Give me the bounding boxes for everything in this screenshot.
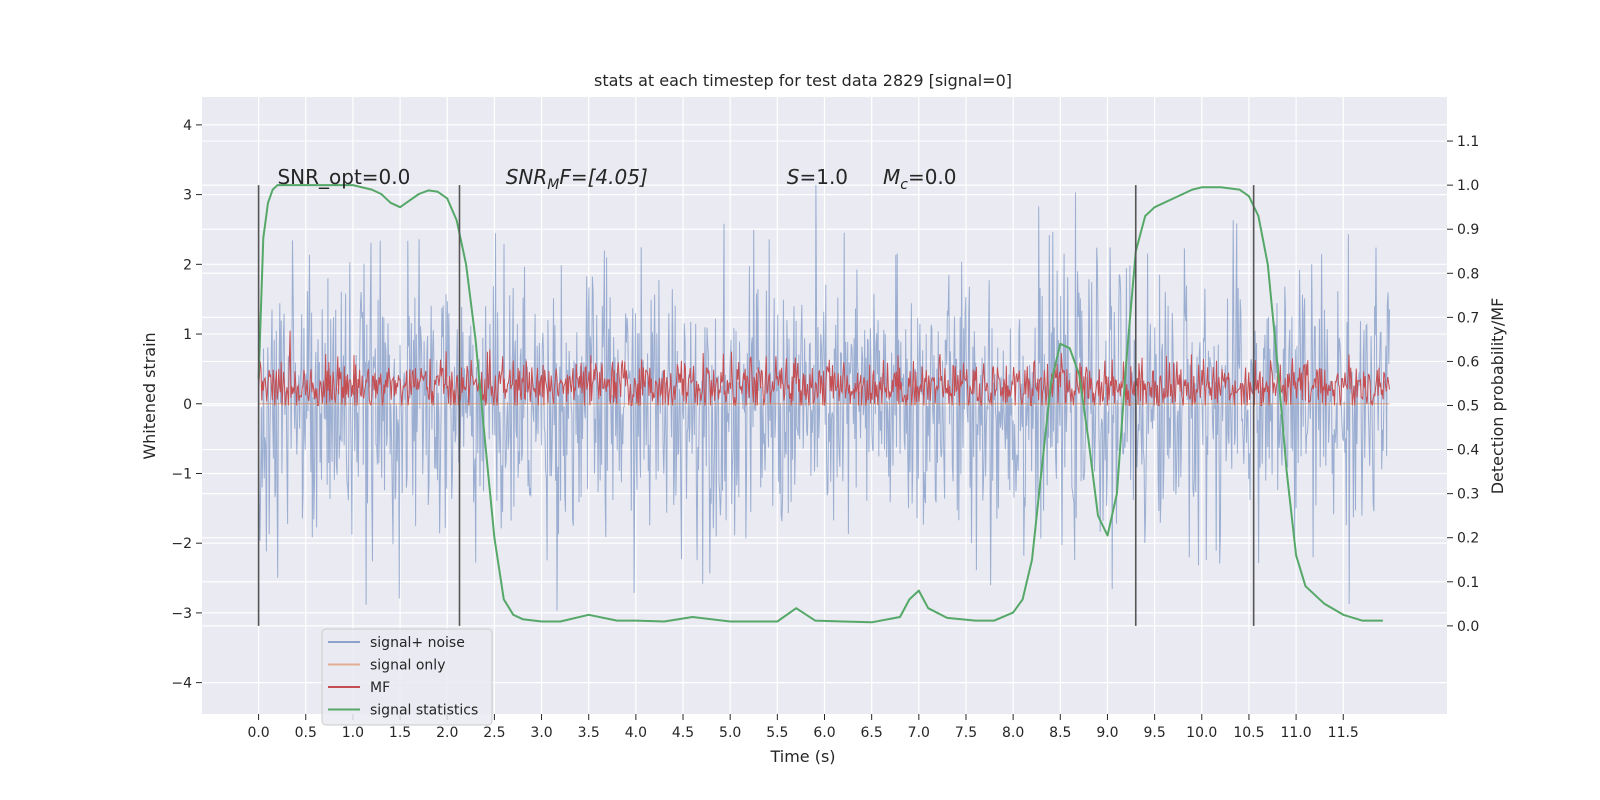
x-tick-label: 7.5 <box>955 725 977 741</box>
y-right-tick-label: 0.6 <box>1457 354 1479 370</box>
y-right-tick-label: 0.1 <box>1457 575 1479 591</box>
y-axis-right-title: Detection probability/MF <box>1488 298 1507 495</box>
y-left-tick-label: 2 <box>183 257 192 273</box>
x-tick-label: 0.0 <box>247 725 269 741</box>
y-right-tick-label: 1.0 <box>1457 178 1479 194</box>
annotations: SNR_opt=0.0 SNRMF=[4.05] S=1.0 Mc=0.0 <box>277 165 956 193</box>
y-right-tick-label: 1.1 <box>1457 134 1479 150</box>
annotation-4: Mc=0.0 <box>883 165 957 193</box>
x-tick-label: 6.0 <box>813 725 835 741</box>
axes: 0.0 0.5 1.0 1.5 2.0 2.5 3.0 3.5 4.0 4.5 5.0 5.5 6.0 6… <box>171 118 1479 741</box>
x-tick-label: 7.0 <box>908 725 930 741</box>
signal-statistics-series <box>257 184 1383 624</box>
y-right-tick-label: 0.0 <box>1457 619 1479 635</box>
mf-series <box>258 330 1390 407</box>
vertical-markers <box>257 185 1255 626</box>
x-tick-label: 4.5 <box>672 725 694 741</box>
y-right-tick-label: 0.8 <box>1457 266 1479 282</box>
y-axis-left-title: Whitened strain <box>140 332 159 459</box>
x-tick-label: 3.5 <box>578 725 600 741</box>
x-tick-label: 4.0 <box>625 725 647 741</box>
series-mf-line <box>258 330 1390 407</box>
x-tick-label: 1.5 <box>389 725 411 741</box>
x-tick-label: 2.0 <box>436 725 458 741</box>
x-axis-title: Time (s) <box>769 747 835 766</box>
y-left-tick-label: 3 <box>183 188 192 204</box>
x-tick-label: 10.5 <box>1233 725 1264 741</box>
x-tick-label: 9.0 <box>1096 725 1118 741</box>
x-tick-label: 11.0 <box>1281 725 1312 741</box>
x-tick-label: 5.0 <box>719 725 741 741</box>
chart-title: stats at each timestep for test data 282… <box>594 71 1012 90</box>
y-left-tick-label: 4 <box>183 118 192 134</box>
x-tick-label: 8.5 <box>1049 725 1071 741</box>
annotation-3: S=1.0 <box>787 165 848 189</box>
legend-label: signal+ noise <box>370 635 465 651</box>
y-left-tick-label: −4 <box>171 676 192 692</box>
annotation-1: SNR_opt=0.0 <box>277 165 410 189</box>
x-tick-label: 8.0 <box>1002 725 1024 741</box>
legend: signal+ noise signal only MF signal statist… <box>321 628 493 726</box>
y-left-tick-label: 1 <box>183 327 192 343</box>
y-right-tick-label: 0.3 <box>1457 487 1479 503</box>
legend-label: MF <box>370 680 390 696</box>
x-tick-label: 6.5 <box>861 725 883 741</box>
legend-box <box>321 628 493 726</box>
y-right-tick-label: 0.2 <box>1457 531 1479 547</box>
x-tick-label: 2.5 <box>483 725 505 741</box>
x-tick-label: 9.5 <box>1143 725 1165 741</box>
x-tick-label: 0.5 <box>295 725 317 741</box>
y-left-tick-label: −1 <box>171 466 192 482</box>
x-tick-label: 3.0 <box>530 725 552 741</box>
y-right-tick-label: 0.5 <box>1457 399 1479 415</box>
x-tick-label: 10.0 <box>1186 725 1217 741</box>
y-left-tick-label: −3 <box>171 606 192 622</box>
annotation-2: SNRMF=[4.05] <box>506 165 648 193</box>
series-signal-statistics-line <box>257 184 1383 624</box>
x-tick-label: 11.5 <box>1328 725 1359 741</box>
y-right-tick-label: 0.4 <box>1457 443 1479 459</box>
y-left-tick-label: −2 <box>171 536 192 552</box>
x-tick-label: 5.5 <box>766 725 788 741</box>
x-tick-label: 1.0 <box>342 725 364 741</box>
legend-label: signal only <box>370 658 445 674</box>
legend-label: signal statistics <box>370 703 478 719</box>
y-left-tick-label: 0 <box>183 397 192 413</box>
y-right-tick-label: 0.7 <box>1457 310 1479 326</box>
y-right-tick-label: 0.9 <box>1457 222 1479 238</box>
